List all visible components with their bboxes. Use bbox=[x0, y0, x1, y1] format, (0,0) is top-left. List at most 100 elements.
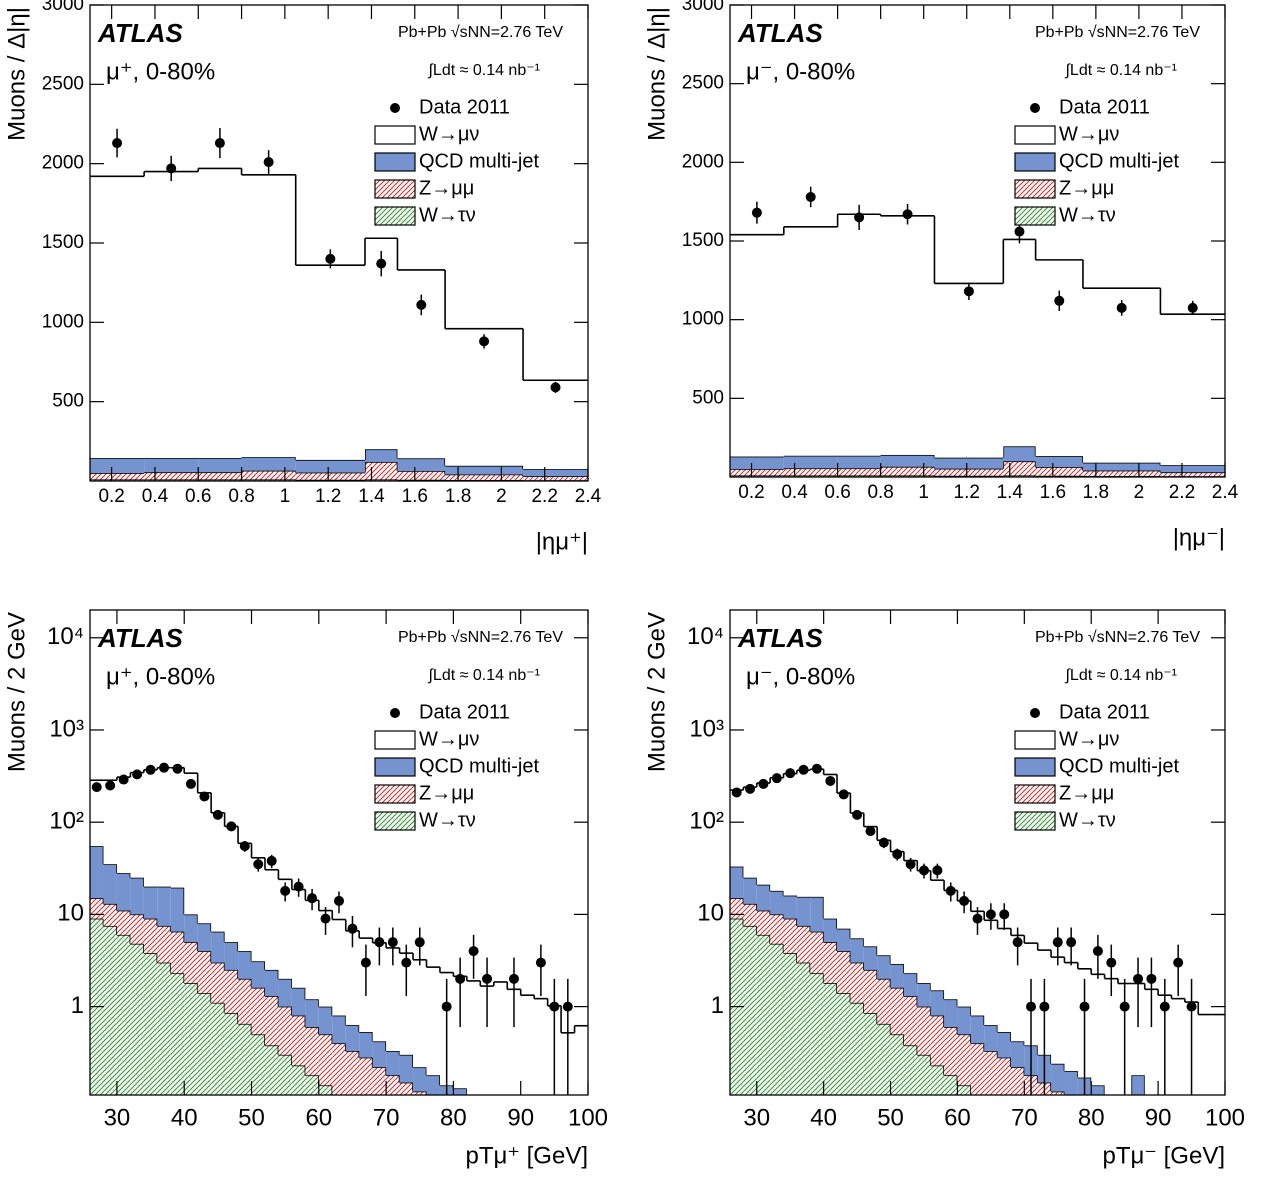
y-tick-label: 10³ bbox=[49, 715, 84, 742]
stack-bar bbox=[90, 846, 104, 899]
stack-bar bbox=[917, 983, 931, 1007]
data-point bbox=[214, 138, 225, 149]
data-point bbox=[212, 809, 223, 820]
stack-bar bbox=[1131, 983, 1145, 1076]
stack-bar bbox=[770, 914, 784, 944]
stack-bar bbox=[880, 454, 935, 467]
legend-label: W→τν bbox=[419, 809, 476, 831]
selection-label: μ⁺, 0-80% bbox=[106, 663, 215, 690]
x-tick-label: 1.2 bbox=[315, 486, 341, 507]
legend-marker bbox=[390, 708, 400, 718]
stack-bar bbox=[251, 857, 265, 962]
stack-bar bbox=[197, 993, 212, 1095]
stack-bar bbox=[970, 911, 985, 1016]
stack-bar bbox=[318, 1034, 333, 1086]
stack-bar bbox=[850, 938, 864, 963]
data-point bbox=[307, 893, 318, 904]
stack-bar bbox=[332, 1043, 346, 1095]
x-tick-label: 2.2 bbox=[531, 486, 557, 507]
data-point bbox=[535, 957, 546, 968]
y-tick-label: 1 bbox=[71, 992, 84, 1019]
stack-bar bbox=[863, 969, 878, 1014]
legend-swatch bbox=[374, 757, 416, 777]
stack-bar bbox=[957, 1034, 971, 1086]
stack-bar bbox=[534, 998, 548, 1095]
stack-bar bbox=[1082, 470, 1161, 477]
x-tick-label: 1.8 bbox=[1083, 482, 1109, 503]
y-tick-label: 3000 bbox=[682, 0, 724, 15]
stack-bar bbox=[445, 474, 524, 481]
stack-bar bbox=[783, 468, 838, 476]
x-tick-label: 100 bbox=[568, 1104, 608, 1131]
stack-bar bbox=[386, 947, 400, 1052]
luminosity-label: ∫Ldt ≈ 0.14 nb⁻¹ bbox=[428, 62, 540, 79]
stack-bar bbox=[783, 895, 797, 919]
data-point bbox=[360, 957, 371, 968]
x-tick-label: 0.2 bbox=[738, 482, 764, 503]
stack-bar bbox=[770, 890, 784, 915]
data-point bbox=[959, 895, 970, 906]
legend-label: W→τν bbox=[419, 204, 476, 226]
stack-bar bbox=[211, 931, 225, 963]
data-point bbox=[811, 763, 822, 774]
data-point bbox=[1187, 302, 1198, 313]
data-point bbox=[482, 973, 493, 984]
y-axis-title: Muons / Δ|η| bbox=[3, 7, 30, 141]
stack-bar bbox=[957, 900, 971, 1007]
stack-bar bbox=[251, 1034, 265, 1095]
stack-bar bbox=[264, 996, 279, 1046]
stack-bar bbox=[170, 767, 185, 888]
data-point bbox=[1159, 1001, 1170, 1012]
data-point bbox=[1026, 1001, 1037, 1012]
energy-label: Pb+Pb √sNN=2.76 TeV bbox=[1035, 629, 1200, 646]
stack-bar bbox=[346, 1103, 359, 1115]
stack-bar bbox=[445, 465, 524, 475]
x-tick-label: 0.6 bbox=[824, 482, 850, 503]
stack-bar bbox=[332, 919, 346, 1016]
x-tick-label: 0.6 bbox=[185, 486, 211, 507]
stack-bar bbox=[103, 903, 117, 926]
y-tick-label: 500 bbox=[52, 391, 84, 412]
stack-bar bbox=[850, 813, 864, 939]
stack-bar bbox=[917, 1006, 931, 1055]
stack-bar bbox=[1091, 974, 1105, 1086]
stack-bar bbox=[850, 1002, 864, 1095]
data-point bbox=[387, 937, 398, 948]
data-point bbox=[1186, 1001, 1197, 1012]
x-tick-label: 1.4 bbox=[997, 482, 1024, 503]
y-tick-label: 2500 bbox=[682, 73, 724, 94]
data-point bbox=[963, 286, 974, 297]
stack-bar bbox=[971, 1095, 984, 1115]
data-point bbox=[932, 865, 943, 876]
data-point bbox=[918, 865, 929, 876]
stack-bar bbox=[783, 953, 797, 1095]
x-axis-title: pTμ⁺ [GeV] bbox=[465, 1142, 588, 1169]
stack-bar bbox=[445, 328, 524, 466]
stack-bar bbox=[143, 769, 158, 887]
legend-swatch bbox=[1014, 179, 1056, 199]
x-tick-label: 80 bbox=[440, 1104, 467, 1131]
legend-label: Z→μμ bbox=[1059, 177, 1114, 199]
x-tick-label: 1 bbox=[280, 486, 291, 507]
data-point bbox=[263, 157, 274, 168]
stack-bar bbox=[837, 455, 881, 469]
stack-bar bbox=[157, 962, 171, 1095]
stack-bar bbox=[934, 457, 1004, 469]
x-tick-label: 70 bbox=[1011, 1104, 1038, 1131]
stack-bar bbox=[332, 1095, 345, 1115]
energy-label: Pb+Pb √sNN=2.76 TeV bbox=[1035, 24, 1200, 41]
stack-bar bbox=[810, 931, 824, 974]
stack-bar bbox=[241, 470, 296, 480]
stack-bar bbox=[130, 772, 144, 878]
stack-bar bbox=[1082, 462, 1161, 471]
data-point bbox=[1116, 302, 1127, 313]
stack-bar bbox=[837, 468, 881, 476]
y-tick-label: 10 bbox=[697, 900, 724, 927]
stack-bar bbox=[507, 989, 521, 1095]
stack-bar bbox=[934, 283, 1004, 458]
stack-bar bbox=[224, 942, 239, 970]
data-point bbox=[376, 258, 387, 269]
selection-label: μ⁻, 0-80% bbox=[746, 58, 855, 85]
stack-bar bbox=[810, 896, 824, 932]
legend-label: Data 2011 bbox=[419, 96, 510, 118]
